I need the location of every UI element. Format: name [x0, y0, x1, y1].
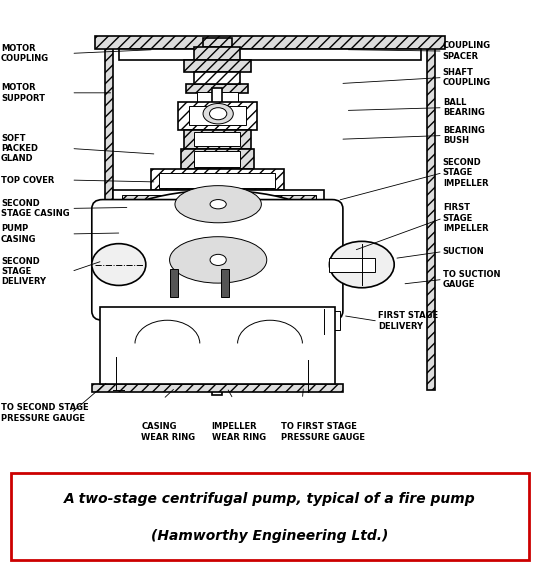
Bar [197, 92, 238, 102]
Text: BEARING
BUSH: BEARING BUSH [443, 126, 485, 145]
Bar [100, 307, 335, 384]
Bar [184, 130, 251, 148]
Bar [221, 269, 229, 297]
Bar [427, 37, 435, 390]
Bar [186, 84, 248, 93]
Bar [170, 269, 178, 297]
Bar [92, 384, 343, 392]
Text: (Hamworthy Engineering Ltd.): (Hamworthy Engineering Ltd.) [151, 529, 389, 543]
Bar [151, 169, 284, 190]
Bar [202, 38, 232, 48]
Ellipse shape [329, 241, 394, 288]
Text: SECOND
STAGE
DELIVERY: SECOND STAGE DELIVERY [1, 256, 46, 286]
Ellipse shape [210, 254, 226, 265]
Bar [184, 61, 251, 72]
Text: FIRST
STAGE
IMPELLER: FIRST STAGE IMPELLER [443, 203, 488, 233]
Text: FIRST STAGE
DELIVERY: FIRST STAGE DELIVERY [378, 311, 438, 331]
FancyBboxPatch shape [11, 473, 529, 560]
Bar [119, 49, 421, 61]
Ellipse shape [92, 243, 146, 285]
Text: CASING
WEAR RING: CASING WEAR RING [141, 422, 195, 441]
Text: SECOND
STAGE
IMPELLER: SECOND STAGE IMPELLER [443, 158, 488, 187]
Text: MOTOR
COUPLING: MOTOR COUPLING [1, 44, 49, 63]
Bar [122, 195, 316, 211]
Text: TO SECOND STAGE
PRESSURE GAUGE: TO SECOND STAGE PRESSURE GAUGE [1, 404, 89, 423]
Ellipse shape [210, 200, 226, 209]
Text: BALL
BEARING: BALL BEARING [443, 98, 485, 117]
Text: SOFT
PACKED
GLAND: SOFT PACKED GLAND [1, 134, 38, 164]
Bar [159, 173, 275, 188]
Bar [189, 106, 246, 125]
Text: MOTOR
SUPPORT: MOTOR SUPPORT [1, 83, 45, 102]
Ellipse shape [170, 237, 267, 283]
Text: PUMP
CASING: PUMP CASING [1, 224, 37, 243]
Text: A two-stage centrifugal pump, typical of a fire pump: A two-stage centrifugal pump, typical of… [64, 492, 476, 506]
Bar [113, 190, 324, 216]
Bar [94, 36, 445, 49]
Ellipse shape [175, 186, 261, 223]
Text: TO FIRST STAGE
PRESSURE GAUGE: TO FIRST STAGE PRESSURE GAUGE [281, 422, 365, 441]
Text: COUPLING
SPACER: COUPLING SPACER [443, 41, 491, 61]
Text: SECOND
STAGE CASING: SECOND STAGE CASING [1, 199, 70, 218]
Text: SUCTION: SUCTION [443, 247, 484, 256]
Bar [178, 102, 256, 130]
Bar [181, 148, 254, 169]
Bar [329, 258, 375, 272]
Bar [194, 151, 240, 167]
Ellipse shape [210, 108, 227, 120]
Bar [308, 311, 340, 329]
Bar [194, 48, 240, 61]
Bar [105, 37, 113, 390]
Bar [194, 132, 240, 146]
Ellipse shape [105, 190, 332, 274]
Text: SHAFT
COUPLING: SHAFT COUPLING [443, 68, 491, 87]
Text: TO SUCTION
GAUGE: TO SUCTION GAUGE [443, 270, 500, 289]
FancyBboxPatch shape [92, 200, 343, 320]
Bar [194, 72, 240, 84]
Bar [212, 88, 222, 395]
Ellipse shape [203, 104, 233, 124]
Text: IMPELLER
WEAR RING: IMPELLER WEAR RING [212, 422, 266, 441]
Text: TOP COVER: TOP COVER [1, 175, 55, 185]
